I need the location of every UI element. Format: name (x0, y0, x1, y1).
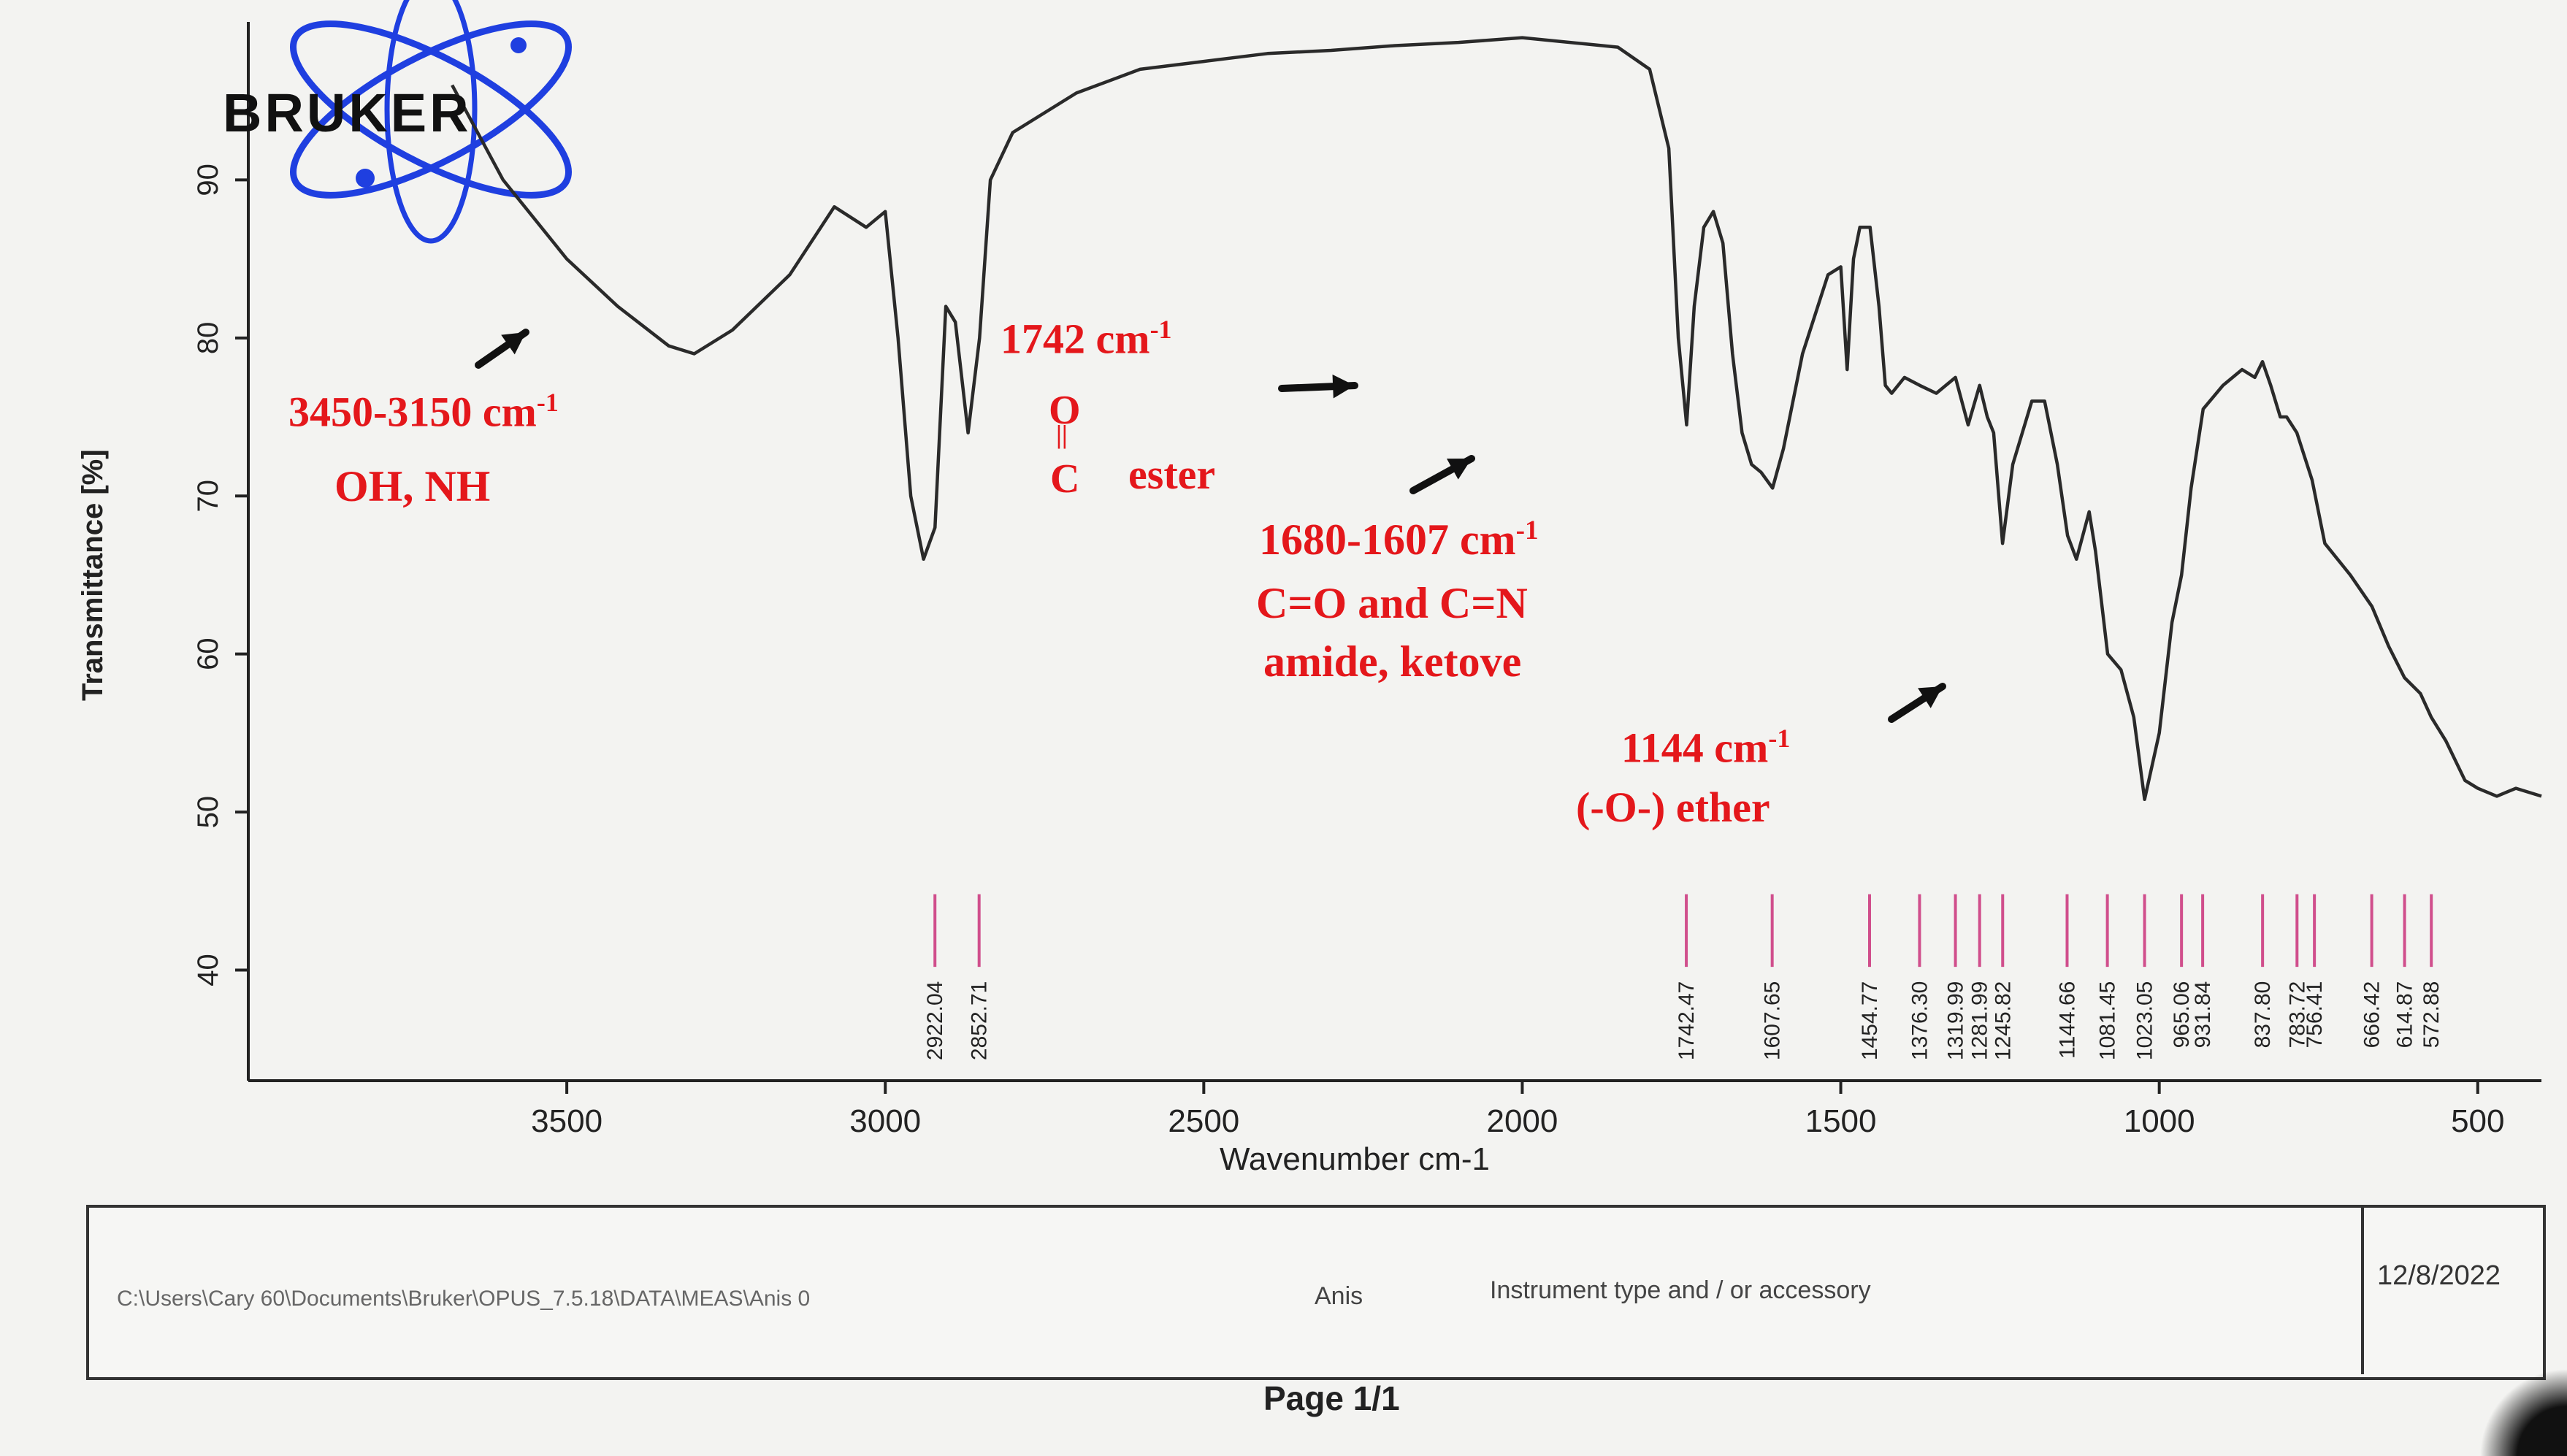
y-tick-label: 50 (192, 796, 224, 829)
y-tick-label: 90 (192, 164, 224, 196)
footer-sample-name: Anis (1315, 1282, 1363, 1310)
axis-ticks: 3500 3000 2500 2000 1500 1000 500 40 50 60 70 80 90 (192, 164, 2504, 1139)
annotation-ester-c: C (1050, 456, 1080, 502)
footer-separator (2361, 1205, 2364, 1374)
annotation-arrowhead (1332, 374, 1355, 399)
peak-label: 1742.47 (1675, 981, 1699, 1060)
annotation-amide-line2: amide, ketove (1263, 637, 1522, 686)
peak-label: 1319.99 (1944, 981, 1968, 1060)
annotation-arrowhead (501, 332, 526, 355)
peak-label: 1081.45 (2096, 981, 2120, 1060)
peak-label: 572.88 (2419, 981, 2444, 1049)
annotation-ester-bond: || (1056, 420, 1068, 449)
x-tick-label: 2500 (1168, 1103, 1239, 1139)
annotation-ester-text: ester (1128, 451, 1216, 498)
footer-date: 12/8/2022 (2377, 1260, 2501, 1291)
photo-shadow (2479, 1368, 2567, 1456)
x-tick-label: 2000 (1486, 1103, 1558, 1139)
peak-label: 1245.82 (1991, 981, 2015, 1060)
y-tick-label: 70 (192, 480, 224, 513)
spectrum-line (451, 36, 2542, 802)
footer-instrument: Instrument type and / or accessory (1490, 1276, 1871, 1304)
bruker-logo-text: BRUKER (223, 83, 472, 143)
peak-label: 1144.66 (2055, 981, 2079, 1059)
footer-file-path: C:\Users\Cary 60\Documents\Bruker\OPUS_7… (117, 1287, 811, 1311)
y-tick-label: 40 (192, 954, 224, 986)
annotation-amide-line1: C=O and C=N (1256, 579, 1528, 627)
peak-label: 931.84 (2191, 981, 2215, 1049)
y-tick-label: 80 (192, 322, 224, 355)
annotation-ether-text: (-O-) ether (1576, 783, 1770, 831)
peak-label: 756.41 (2303, 981, 2327, 1049)
x-tick-label: 500 (2451, 1103, 2504, 1139)
annotation-oh-nh-range: 3450-3150 cm-1 (288, 388, 559, 436)
spectrum-curve-layer (451, 36, 2542, 802)
peak-label: 783.72 (2285, 981, 2309, 1049)
peak-label: 1281.99 (1968, 981, 1992, 1060)
peak-label: 614.87 (2393, 981, 2417, 1049)
peak-label: 1376.30 (1908, 981, 1932, 1060)
peak-label: 666.42 (2360, 981, 2384, 1049)
peak-label: 1607.65 (1761, 981, 1785, 1060)
peak-label: 2922.04 (923, 981, 947, 1060)
peak-label: 1023.05 (2133, 981, 2157, 1060)
x-tick-label: 3500 (531, 1103, 602, 1139)
annotation-ether-wavenumber: 1144 cm-1 (1621, 724, 1791, 772)
report-footer-box (86, 1205, 2546, 1380)
bruker-logo (290, 0, 572, 244)
peak-markers: 2922.04 2852.71 1742.47 1607.65 1454.77 1376.… (923, 894, 2444, 1060)
y-axis-label: Transmittance [%] (77, 449, 109, 701)
annotation-oh-nh-text: OH, NH (334, 462, 491, 510)
y-tick-label: 60 (192, 637, 224, 670)
annotation-arrowhead (1918, 686, 1943, 708)
annotation-ester-wavenumber: 1742 cm-1 (1001, 315, 1172, 363)
peak-label: 965.06 (2170, 981, 2194, 1049)
peak-label: 1454.77 (1858, 981, 1882, 1060)
annotation-ester-o: O (1049, 388, 1081, 433)
annotation-arrows (475, 329, 1946, 723)
peak-label: 2852.71 (968, 981, 992, 1060)
peak-label: 837.80 (2251, 981, 2275, 1049)
x-axis-label: Wavenumber cm-1 (1220, 1141, 1490, 1177)
annotation-amide-range: 1680-1607 cm-1 (1259, 516, 1539, 564)
x-tick-label: 1500 (1805, 1103, 1877, 1139)
x-tick-label: 1000 (2124, 1103, 2195, 1139)
page-number: Page 1/1 (1263, 1379, 1400, 1417)
x-tick-label: 3000 (849, 1103, 921, 1139)
annotation-arrowhead (1447, 459, 1472, 480)
